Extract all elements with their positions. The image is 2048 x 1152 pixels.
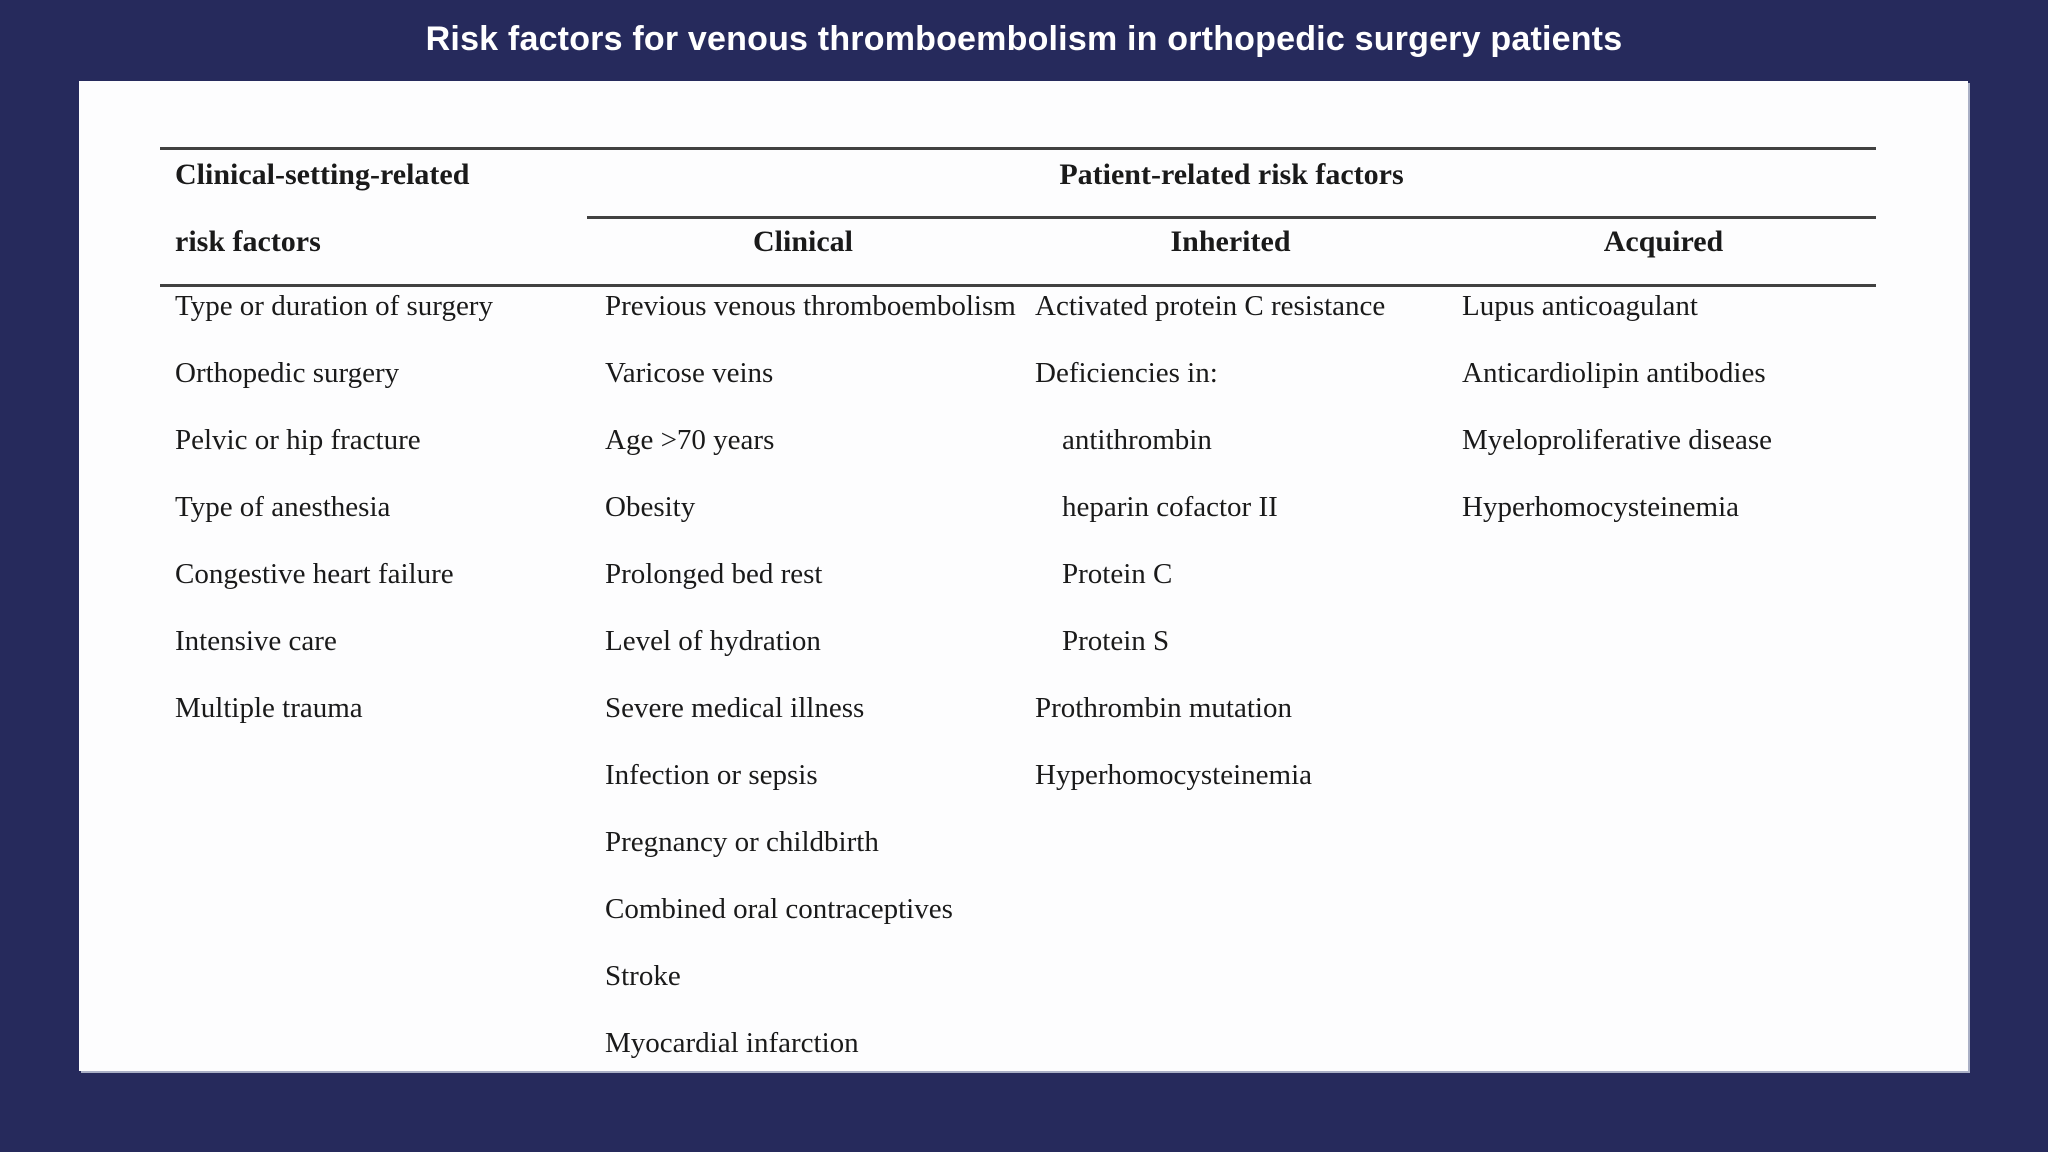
column-clinical: Previous venous thromboembolism Varicose …: [605, 273, 1016, 1071]
table-cell: Type of anesthesia: [175, 491, 391, 523]
table-cell: Prolonged bed rest: [605, 558, 823, 590]
table-top-rule: [160, 147, 1876, 150]
table-cell: Hyperhomocysteinemia: [1035, 759, 1313, 791]
table-cell: Prothrombin mutation: [1035, 692, 1292, 724]
subheader-inherited: Inherited: [1170, 225, 1291, 258]
column-clinical-setting: Type or duration of surgery Orthopedic su…: [175, 273, 493, 742]
patient-related-group-header: Patient-related risk factors: [1059, 158, 1404, 191]
table-cell: Protein C: [1062, 558, 1173, 590]
table-cell: Stroke: [605, 960, 681, 992]
subheader-acquired: Acquired: [1603, 225, 1724, 258]
table-cell: Activated protein C resistance: [1035, 290, 1386, 322]
table-cell: heparin cofactor II: [1062, 491, 1278, 523]
page-title: Risk factors for venous thromboembolism …: [425, 19, 1623, 58]
subheader-clinical: Clinical: [752, 225, 853, 258]
table-cell: Multiple trauma: [175, 692, 363, 724]
table-cell: Orthopedic surgery: [175, 357, 400, 389]
table-cell: Myocardial infarction: [605, 1027, 859, 1059]
table-cell: Varicose veins: [605, 357, 774, 389]
table-cell: Infection or sepsis: [605, 759, 818, 791]
table-cell: Myeloproliferative disease: [1462, 424, 1773, 456]
table-cell: Age >70 years: [605, 424, 775, 456]
table-cell: Combined oral contraceptives: [605, 893, 953, 925]
col1-header-line1: Clinical-setting-related: [175, 158, 470, 191]
table-cell: antithrombin: [1062, 424, 1212, 456]
patient-group-underline-rule: [587, 216, 1876, 219]
table-cell: Pregnancy or childbirth: [605, 826, 879, 858]
table-cell: Lupus anticoagulant: [1462, 290, 1698, 322]
table-cell: Type or duration of surgery: [175, 290, 493, 322]
table-cell: Congestive heart failure: [175, 558, 454, 590]
column-inherited: Activated protein C resistance Deficienci…: [1035, 273, 1385, 809]
table-cell: Intensive care: [175, 625, 337, 657]
table-cell: Severe medical illness: [605, 692, 865, 724]
table-sheet: Clinical-setting-related risk factors Pa…: [79, 81, 1968, 1071]
table-cell: Protein S: [1062, 625, 1170, 657]
col1-header-line2: risk factors: [175, 225, 321, 258]
table-cell: Hyperhomocysteinemia: [1462, 491, 1740, 523]
header-bottom-rule: [160, 284, 1876, 287]
table-cell: Pelvic or hip fracture: [175, 424, 421, 456]
column-acquired: Lupus anticoagulant Anticardiolipin antib…: [1462, 273, 1772, 541]
table-cell: Anticardiolipin antibodies: [1462, 357, 1766, 389]
table-cell: Previous venous thromboembolism: [605, 290, 1016, 322]
table-cell: Level of hydration: [605, 625, 821, 657]
table-cell: Obesity: [605, 491, 696, 523]
table-cell: Deficiencies in:: [1035, 357, 1218, 389]
